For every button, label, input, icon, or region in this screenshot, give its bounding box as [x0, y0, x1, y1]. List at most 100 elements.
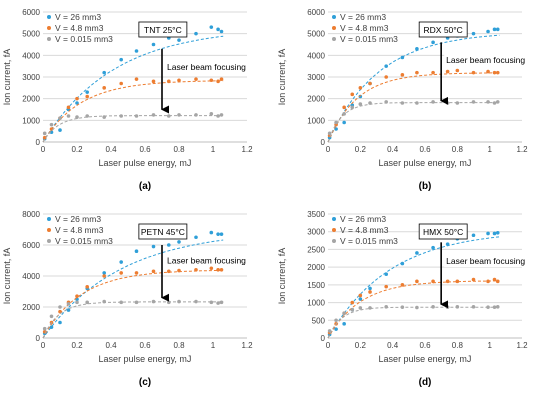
data-point [415, 279, 419, 284]
data-point [415, 47, 419, 51]
data-point [327, 329, 332, 333]
data-point [167, 79, 171, 84]
data-point [471, 277, 476, 282]
data-point [495, 230, 500, 235]
x-tick-label: 0.4 [105, 341, 117, 350]
chart-panel-0: 0 1000 2000 3000 4000 5000 6000 0 0.2 0.4 0.6 0.8 1 1… [2, 8, 257, 192]
data-point [85, 285, 89, 289]
y-axis-label: Ion current, fA [2, 248, 12, 305]
data-point [384, 64, 388, 68]
data-point [492, 101, 497, 105]
data-point [445, 242, 450, 246]
data-point [455, 279, 460, 284]
data-point [495, 70, 500, 75]
data-point [177, 113, 181, 117]
y-tick-label: 0 [321, 334, 326, 343]
data-point [219, 29, 224, 34]
legend-label: V = 26 mm3 [55, 214, 101, 224]
annotation-label: Laser beam focusing [446, 256, 525, 266]
data-point [219, 300, 224, 305]
legend-marker [47, 239, 51, 243]
legend-label: V = 0.015 mm3 [55, 34, 113, 44]
data-point [492, 70, 497, 75]
data-point [445, 69, 450, 74]
data-point [445, 305, 450, 309]
data-point [216, 232, 220, 236]
data-point [102, 299, 106, 304]
data-point [368, 101, 372, 105]
data-point [415, 101, 419, 105]
data-point [471, 70, 476, 75]
annotation-bg [165, 61, 257, 74]
data-point [85, 114, 89, 118]
data-point [209, 266, 214, 271]
data-point [42, 326, 47, 331]
y-tick-label: 2500 [307, 245, 325, 254]
y-tick-label: 1000 [22, 116, 40, 125]
data-point [167, 269, 171, 274]
data-point [119, 271, 123, 275]
x-tick-label: 0 [326, 145, 331, 154]
data-point [209, 300, 214, 305]
data-point [358, 297, 363, 301]
data-point [134, 114, 139, 118]
trend-line [42, 301, 224, 339]
x-tick-label: 0 [41, 341, 46, 350]
data-point [177, 299, 181, 304]
y-axis-label: Ion current, fA [2, 49, 12, 106]
data-point [134, 300, 139, 305]
data-point [358, 306, 363, 310]
legend-marker [47, 15, 51, 19]
x-tick-label: 0.8 [173, 341, 185, 350]
data-point [368, 290, 372, 294]
data-point [486, 279, 490, 284]
y-tick-label: 6000 [22, 8, 40, 17]
data-point [42, 131, 47, 136]
y-tick-label: 0 [36, 334, 41, 343]
data-point [486, 100, 490, 104]
data-point [119, 81, 123, 86]
panel-label: (c) [139, 377, 151, 388]
data-point [49, 130, 54, 135]
x-tick-label: 0.6 [139, 145, 151, 154]
data-point [194, 31, 198, 36]
legend-label: V = 26 mm3 [340, 12, 386, 22]
legend-marker [47, 26, 51, 30]
data-point [151, 79, 156, 84]
data-point [167, 114, 171, 118]
data-point [194, 113, 198, 117]
annotation-label: Laser beam focusing [446, 55, 525, 65]
data-point [431, 40, 435, 45]
chart-title: TNT 25°C [144, 25, 182, 35]
data-point [368, 286, 372, 291]
x-axis-label: Laser pulse energy, mJ [99, 354, 192, 364]
x-tick-label: 1.2 [241, 341, 253, 350]
y-axis-label: Ion current, fA [277, 248, 287, 305]
data-point [471, 233, 476, 238]
x-tick-label: 0.8 [452, 145, 464, 154]
data-point [66, 114, 71, 118]
data-point [75, 300, 79, 305]
x-tick-label: 0.8 [173, 145, 185, 154]
data-point [455, 305, 460, 309]
data-point [66, 105, 71, 110]
legend-marker [47, 217, 51, 221]
x-axis-label: Laser pulse energy, mJ [379, 354, 472, 364]
trend-line [327, 102, 500, 143]
y-tick-label: 500 [312, 316, 326, 325]
data-point [209, 230, 214, 235]
chart-panel-3: 0 500 1000 1500 2000 2500 3000 3500 0 0.2 0.4 0.6 0.… [277, 210, 537, 388]
x-tick-label: 0.2 [355, 341, 367, 350]
x-tick-label: 0 [326, 341, 331, 350]
data-point [400, 305, 405, 309]
data-point [219, 77, 224, 81]
x-tick-label: 0.4 [387, 145, 399, 154]
data-point [119, 57, 123, 62]
data-point [58, 309, 62, 314]
y-tick-label: 1000 [307, 299, 325, 308]
title-box [418, 21, 468, 38]
legend-marker [47, 37, 51, 41]
trend-line [327, 72, 500, 143]
